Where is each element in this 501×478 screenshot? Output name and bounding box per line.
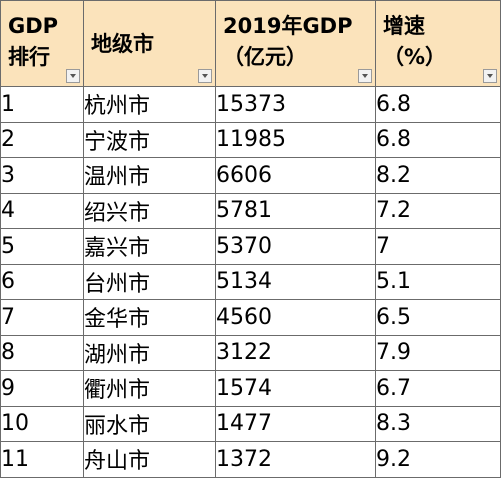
cell-city[interactable]: 宁波市 (83, 121, 216, 158)
table-row: 6 台州市 5134 5.1 (0, 263, 501, 300)
cell-rank[interactable]: 2 (0, 121, 84, 158)
table-row: 1 杭州市 15373 6.8 (0, 86, 501, 123)
cell-city[interactable]: 温州市 (83, 157, 216, 194)
header-gdp-line-1: 2019年GDP (223, 14, 353, 38)
cell-rank[interactable]: 9 (0, 370, 84, 407)
cell-gdp[interactable]: 1372 (215, 441, 376, 478)
cell-gdp[interactable]: 3122 (215, 334, 376, 371)
cell-growth[interactable]: 9.2 (375, 441, 501, 478)
cell-rank[interactable]: 6 (0, 263, 84, 300)
cell-rank[interactable]: 4 (0, 192, 84, 229)
cell-city[interactable]: 杭州市 (83, 86, 216, 123)
cell-growth[interactable]: 5.1 (375, 263, 501, 300)
cell-city[interactable]: 湖州市 (83, 334, 216, 371)
table-row: 2 宁波市 11985 6.8 (0, 121, 501, 158)
table-row: 4 绍兴市 5781 7.2 (0, 192, 501, 229)
cell-gdp[interactable]: 11985 (215, 121, 376, 158)
cell-city[interactable]: 舟山市 (83, 441, 216, 478)
cell-growth[interactable]: 6.5 (375, 299, 501, 336)
cell-growth[interactable]: 6.8 (375, 86, 501, 123)
cell-city[interactable]: 台州市 (83, 263, 216, 300)
filter-dropdown-growth-icon[interactable] (483, 69, 497, 83)
cell-gdp[interactable]: 5370 (215, 228, 376, 265)
header-rank-line-1: GDP (8, 14, 59, 38)
table-row: 3 温州市 6606 8.2 (0, 157, 501, 194)
cell-gdp[interactable]: 4560 (215, 299, 376, 336)
cell-growth[interactable]: 8.2 (375, 157, 501, 194)
cell-gdp[interactable]: 1477 (215, 405, 376, 442)
header-cell-growth: 增速 （%） (375, 0, 501, 87)
header-gdp-line-2: （亿元） (223, 45, 307, 69)
filter-dropdown-city-icon[interactable] (198, 69, 212, 83)
header-cell-city: 地级市 (83, 0, 216, 87)
cell-growth[interactable]: 7 (375, 228, 501, 265)
cell-rank[interactable]: 8 (0, 334, 84, 371)
cell-gdp[interactable]: 6606 (215, 157, 376, 194)
cell-gdp[interactable]: 1574 (215, 370, 376, 407)
cell-growth[interactable]: 7.2 (375, 192, 501, 229)
header-growth-line-1: 增速 (383, 14, 425, 38)
header-cell-gdp: 2019年GDP （亿元） (215, 0, 376, 87)
cell-city[interactable]: 丽水市 (83, 405, 216, 442)
cell-city[interactable]: 金华市 (83, 299, 216, 336)
cell-gdp[interactable]: 5134 (215, 263, 376, 300)
cell-growth[interactable]: 6.7 (375, 370, 501, 407)
header-cell-rank: GDP 排行 (0, 0, 84, 87)
cell-city[interactable]: 绍兴市 (83, 192, 216, 229)
table-row: 10 丽水市 1477 8.3 (0, 405, 501, 442)
cell-city[interactable]: 衢州市 (83, 370, 216, 407)
header-growth-line-2: （%） (383, 45, 447, 69)
cell-rank[interactable]: 10 (0, 405, 84, 442)
cell-growth[interactable]: 8.3 (375, 405, 501, 442)
cell-rank[interactable]: 1 (0, 86, 84, 123)
cell-gdp[interactable]: 15373 (215, 86, 376, 123)
table-row: 11 舟山市 1372 9.2 (0, 441, 501, 478)
cell-rank[interactable]: 7 (0, 299, 84, 336)
cell-rank[interactable]: 3 (0, 157, 84, 194)
header-row: GDP 排行 地级市 2019年GDP （亿元） (0, 0, 501, 87)
cell-rank[interactable]: 5 (0, 228, 84, 265)
table-row: 8 湖州市 3122 7.9 (0, 334, 501, 371)
cell-gdp[interactable]: 5781 (215, 192, 376, 229)
table-row: 5 嘉兴市 5370 7 (0, 228, 501, 265)
cell-growth[interactable]: 6.8 (375, 121, 501, 158)
table-row: 9 衢州市 1574 6.7 (0, 370, 501, 407)
cell-rank[interactable]: 11 (0, 441, 84, 478)
header-city-line-1: 地级市 (91, 32, 154, 56)
cell-growth[interactable]: 7.9 (375, 334, 501, 371)
table-row: 7 金华市 4560 6.5 (0, 299, 501, 336)
header-rank-line-2: 排行 (8, 45, 50, 69)
cell-city[interactable]: 嘉兴市 (83, 228, 216, 265)
filter-dropdown-rank-icon[interactable] (66, 69, 80, 83)
filter-dropdown-gdp-icon[interactable] (358, 69, 372, 83)
